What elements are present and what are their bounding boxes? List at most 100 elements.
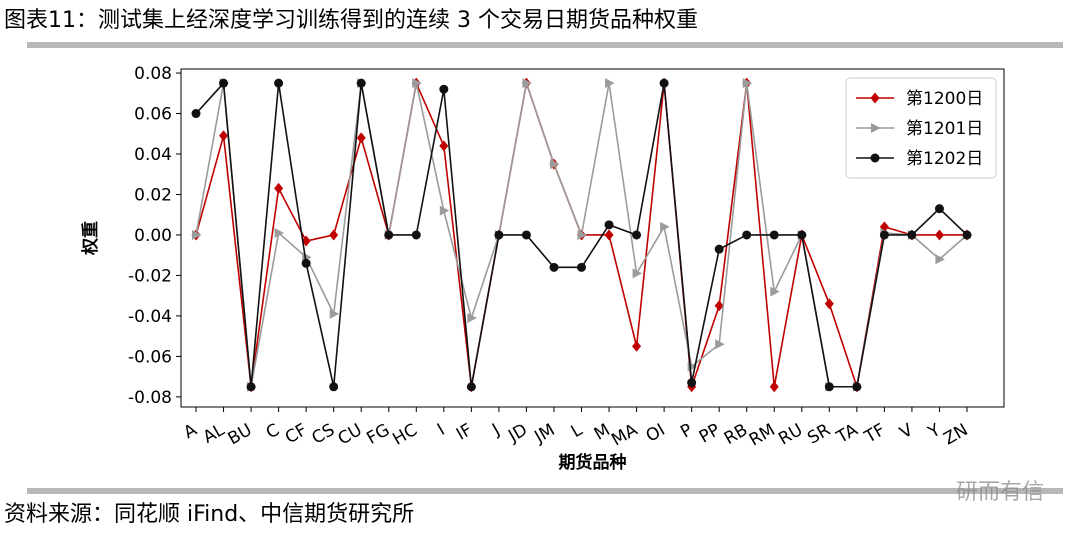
plot-frame [180, 68, 1005, 408]
circle-marker [494, 230, 504, 240]
diamond-marker [356, 132, 366, 144]
circle-marker [246, 382, 256, 392]
triangle-marker [715, 339, 725, 350]
y-tick-label: 0.04 [134, 145, 172, 165]
x-tick-label: MA [608, 420, 641, 451]
y-axis: -0.08 -0.06 -0.04 -0.02 0.00 0.02 0.04 0.06 0.08 [128, 64, 181, 408]
x-tick-label: FG [363, 420, 393, 449]
triangle-marker [605, 78, 615, 89]
triangle-marker [742, 78, 753, 89]
x-tick-label: PP [696, 420, 724, 448]
circle-marker [742, 230, 752, 240]
bottom-divider [27, 488, 1063, 494]
triangle-marker [329, 308, 340, 319]
circle-marker [439, 84, 449, 94]
circle-marker [687, 378, 697, 388]
circle-marker [356, 78, 366, 88]
triangle-marker [412, 78, 422, 89]
circle-marker [962, 230, 972, 240]
circle-marker [659, 78, 669, 88]
circle-marker [797, 230, 807, 240]
circle-marker [301, 258, 311, 268]
circle-marker [577, 262, 586, 272]
circle-marker [632, 230, 642, 240]
circle-marker [870, 153, 880, 163]
x-tick-label: J [488, 420, 503, 440]
x-tick-label: C [263, 420, 283, 443]
x-tick-label: TA [833, 420, 862, 448]
circle-marker [521, 230, 531, 240]
circle-marker [907, 230, 917, 240]
circle-marker [714, 244, 724, 254]
circle-marker [879, 230, 889, 240]
x-tick-label: OI [643, 420, 669, 447]
legend-label: 第1201日 [906, 119, 983, 139]
x-tick-label: JD [504, 420, 531, 447]
y-tick-label: -0.04 [128, 307, 172, 327]
diamond-marker [219, 130, 229, 142]
triangle-marker [577, 229, 587, 240]
circle-marker [411, 230, 421, 240]
diamond-marker [824, 298, 834, 310]
circle-marker [824, 382, 834, 392]
x-tick-label: L [568, 420, 587, 442]
x-tick-label: RM [746, 420, 779, 451]
x-tick-label: JM [531, 420, 559, 448]
triangle-marker [522, 78, 532, 89]
diamond-marker [329, 229, 339, 241]
y-tick-label: 0.06 [134, 105, 172, 125]
triangle-marker [549, 159, 560, 170]
circle-marker [466, 382, 476, 392]
y-tick-label: -0.08 [128, 388, 172, 408]
triangle-marker [935, 254, 945, 265]
y-tick-label: -0.02 [128, 266, 172, 286]
series-layer [191, 77, 973, 393]
x-tick-label: AL [200, 420, 229, 448]
x-tick-label: RU [775, 420, 806, 449]
diamond-marker [632, 340, 642, 352]
diamond-marker [714, 300, 724, 312]
diamond-marker [769, 381, 779, 393]
circle-marker [769, 230, 779, 240]
diamond-marker [870, 92, 880, 104]
circle-marker [384, 230, 394, 240]
circle-marker [604, 220, 614, 230]
diamond-marker [934, 229, 944, 241]
x-axis-title: 期货品种 [559, 452, 627, 473]
y-axis-title: 权重 [80, 221, 101, 256]
circle-marker [274, 78, 284, 88]
x-tick-label: CS [309, 420, 339, 449]
x-tick-label: IF [453, 420, 476, 445]
legend-box [845, 77, 997, 179]
circle-marker [219, 78, 229, 88]
x-tick-label: A [180, 420, 200, 443]
x-tick-label: V [896, 420, 916, 443]
watermark: 研而有信 [955, 480, 1044, 505]
circle-marker [852, 382, 862, 392]
x-tick-label: ZN [940, 420, 971, 450]
x-tick-label: BU [225, 420, 256, 449]
triangle-marker [467, 312, 477, 323]
y-tick-label: 0.00 [134, 226, 172, 246]
triangle-marker [192, 229, 202, 240]
x-tick-label: SR [804, 420, 834, 449]
circle-marker [191, 109, 201, 119]
legend-label: 第1202日 [906, 149, 983, 169]
x-tick-label: CU [335, 420, 366, 449]
triangle-marker [871, 123, 881, 133]
circle-marker [329, 382, 339, 392]
y-tick-label: 0.02 [134, 185, 172, 205]
legend-label: 第1200日 [906, 89, 983, 109]
diamond-marker [604, 229, 614, 241]
x-tick-label: P [677, 420, 696, 442]
y-tick-label: 0.08 [134, 64, 172, 84]
triangle-marker [439, 205, 450, 216]
diamond-marker [439, 140, 449, 152]
figure-title: 图表11：测试集上经深度学习训练得到的连续 3 个交易日期货品种权重 [4, 8, 698, 33]
x-tick-label: TF [861, 420, 889, 448]
triangle-marker [770, 286, 780, 297]
x-tick-label: HC [389, 420, 420, 450]
